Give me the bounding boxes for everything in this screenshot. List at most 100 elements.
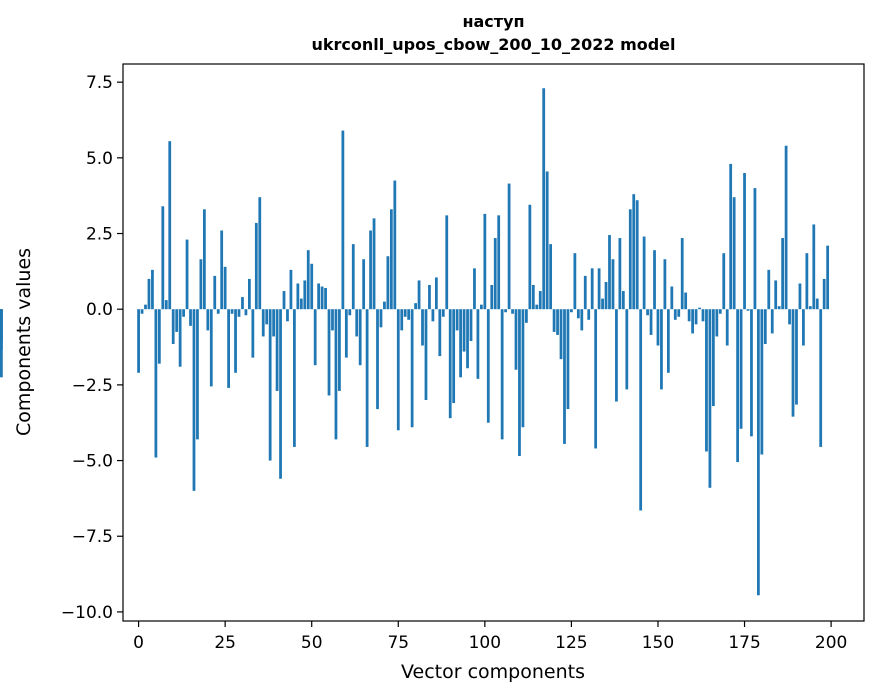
bar xyxy=(331,309,334,331)
bar xyxy=(265,309,269,325)
bar xyxy=(383,301,386,310)
bar xyxy=(469,309,473,341)
bar xyxy=(455,309,459,331)
x-tick-label: 50 xyxy=(301,633,323,653)
bar xyxy=(216,309,220,314)
bar xyxy=(556,309,559,335)
bar xyxy=(545,171,549,310)
bar xyxy=(490,284,494,310)
bar xyxy=(237,309,241,317)
bar xyxy=(248,278,251,310)
bar xyxy=(722,253,726,310)
bar xyxy=(580,309,584,331)
bar xyxy=(289,269,293,310)
bar xyxy=(718,309,722,314)
bar xyxy=(521,309,525,428)
bar xyxy=(341,130,345,310)
bar xyxy=(677,309,681,317)
bar xyxy=(666,309,670,373)
bar xyxy=(462,309,466,352)
bar xyxy=(365,309,369,447)
chart-subtitle: ukrconll_upos_cbow_200_10_2022 model xyxy=(311,35,676,54)
bar xyxy=(500,309,504,440)
bar xyxy=(358,309,362,366)
bar xyxy=(736,309,739,463)
bar xyxy=(635,200,639,310)
bar xyxy=(286,309,289,322)
bar xyxy=(279,309,282,479)
bar xyxy=(445,215,449,310)
bar xyxy=(459,309,462,378)
bar xyxy=(293,309,296,447)
bar xyxy=(0,309,3,378)
bar xyxy=(570,309,573,313)
bar xyxy=(389,209,393,310)
bar xyxy=(538,291,542,310)
bar xyxy=(788,309,791,325)
y-axis-label: Components values xyxy=(13,248,35,436)
bar xyxy=(140,309,144,314)
bar xyxy=(348,309,352,316)
bar xyxy=(583,275,587,310)
bar xyxy=(144,304,147,310)
bar xyxy=(715,309,719,337)
bar xyxy=(701,309,705,322)
bar xyxy=(355,309,359,337)
bar xyxy=(729,163,733,310)
bar xyxy=(711,309,715,407)
bar xyxy=(189,309,192,326)
bar xyxy=(317,283,321,310)
bar xyxy=(466,309,469,369)
plot-area-frame xyxy=(122,63,865,622)
bar xyxy=(653,250,656,310)
bar xyxy=(431,309,435,322)
bar xyxy=(185,239,189,310)
bar xyxy=(632,194,636,310)
y-tick-label: −2.5 xyxy=(72,376,113,396)
bar xyxy=(372,218,376,310)
bar xyxy=(396,309,400,431)
bar xyxy=(743,172,746,310)
bar xyxy=(708,309,712,488)
bar xyxy=(334,309,338,440)
x-tick-label: 0 xyxy=(133,633,144,653)
bar xyxy=(819,309,823,447)
y-tick-label: 7.5 xyxy=(86,73,113,93)
bar xyxy=(223,266,227,310)
bar xyxy=(770,309,774,334)
bar xyxy=(604,281,608,310)
bar xyxy=(528,204,532,310)
bar xyxy=(660,309,663,390)
bar xyxy=(822,278,826,310)
bar xyxy=(757,309,760,596)
bar xyxy=(338,309,341,391)
bar xyxy=(684,292,688,310)
bar xyxy=(563,309,566,444)
bar xyxy=(268,309,272,461)
bar xyxy=(403,309,407,317)
bar xyxy=(732,197,736,310)
bar xyxy=(175,309,179,332)
bar xyxy=(251,309,255,358)
x-tick-label: 150 xyxy=(642,633,674,653)
y-tick-label: −5.0 xyxy=(72,452,113,472)
bar xyxy=(241,297,244,310)
bar xyxy=(531,284,535,310)
bar xyxy=(642,236,646,310)
bar xyxy=(618,238,622,310)
y-tick-label: −7.5 xyxy=(72,527,113,547)
bar xyxy=(209,309,213,387)
bar xyxy=(306,250,310,310)
bar xyxy=(473,268,476,310)
bar xyxy=(438,309,442,357)
bar xyxy=(625,309,629,390)
bar xyxy=(310,263,314,310)
bar xyxy=(549,244,553,310)
bar xyxy=(594,309,598,449)
y-tick-label: 2.5 xyxy=(86,225,113,245)
bar xyxy=(815,298,819,310)
bar xyxy=(639,309,643,511)
bar xyxy=(608,235,611,310)
bar xyxy=(777,306,781,310)
